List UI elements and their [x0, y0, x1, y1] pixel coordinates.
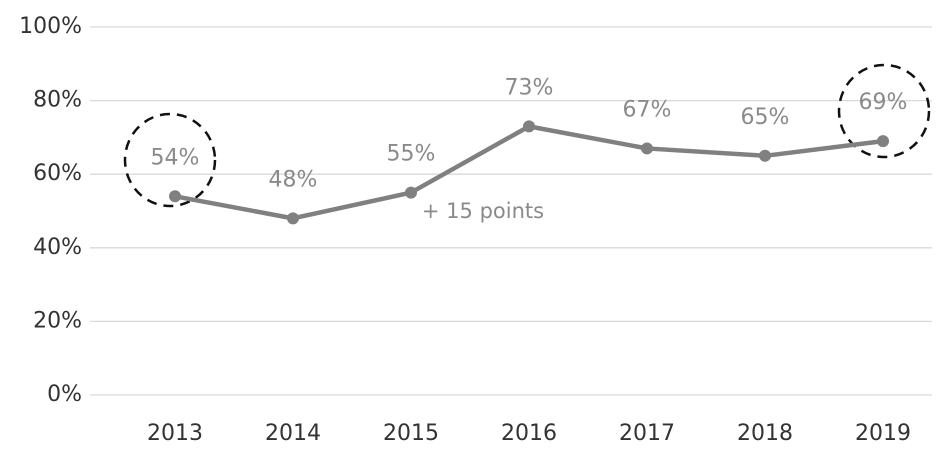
highlight-circle	[123, 112, 217, 208]
x-tick-label: 2015	[383, 421, 439, 446]
x-tick-label: 2016	[501, 421, 557, 446]
y-tick-label: 60%	[33, 161, 82, 186]
data-label: 65%	[741, 105, 790, 130]
y-tick-label: 20%	[33, 308, 82, 333]
x-tick-label: 2017	[619, 421, 675, 446]
data-point	[523, 120, 535, 133]
x-tick-label: 2019	[855, 421, 911, 446]
y-tick-label: 0%	[47, 382, 82, 407]
data-label: 67%	[623, 97, 672, 122]
highlight-circle	[837, 63, 931, 159]
data-point	[877, 135, 889, 148]
y-tick-label: 100%	[19, 14, 82, 39]
data-point	[169, 190, 181, 203]
data-point	[641, 142, 653, 155]
data-point	[287, 212, 299, 225]
data-label: 69%	[859, 90, 908, 115]
data-label: 55%	[387, 142, 436, 167]
x-tick-label: 2013	[147, 421, 203, 446]
data-label: 54%	[151, 145, 200, 170]
data-point	[405, 186, 417, 199]
y-tick-label: 40%	[33, 235, 82, 260]
annotation: + 15 points	[422, 199, 544, 223]
y-tick-label: 80%	[33, 88, 82, 113]
x-tick-label: 2018	[737, 421, 793, 446]
data-label: 48%	[269, 167, 318, 192]
data-point	[759, 149, 771, 162]
x-tick-label: 2014	[265, 421, 321, 446]
data-label: 73%	[505, 75, 554, 100]
